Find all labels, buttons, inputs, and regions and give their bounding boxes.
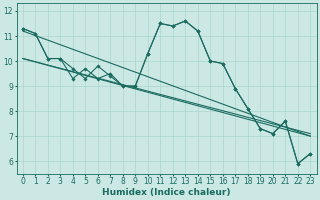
- X-axis label: Humidex (Indice chaleur): Humidex (Indice chaleur): [102, 188, 231, 197]
